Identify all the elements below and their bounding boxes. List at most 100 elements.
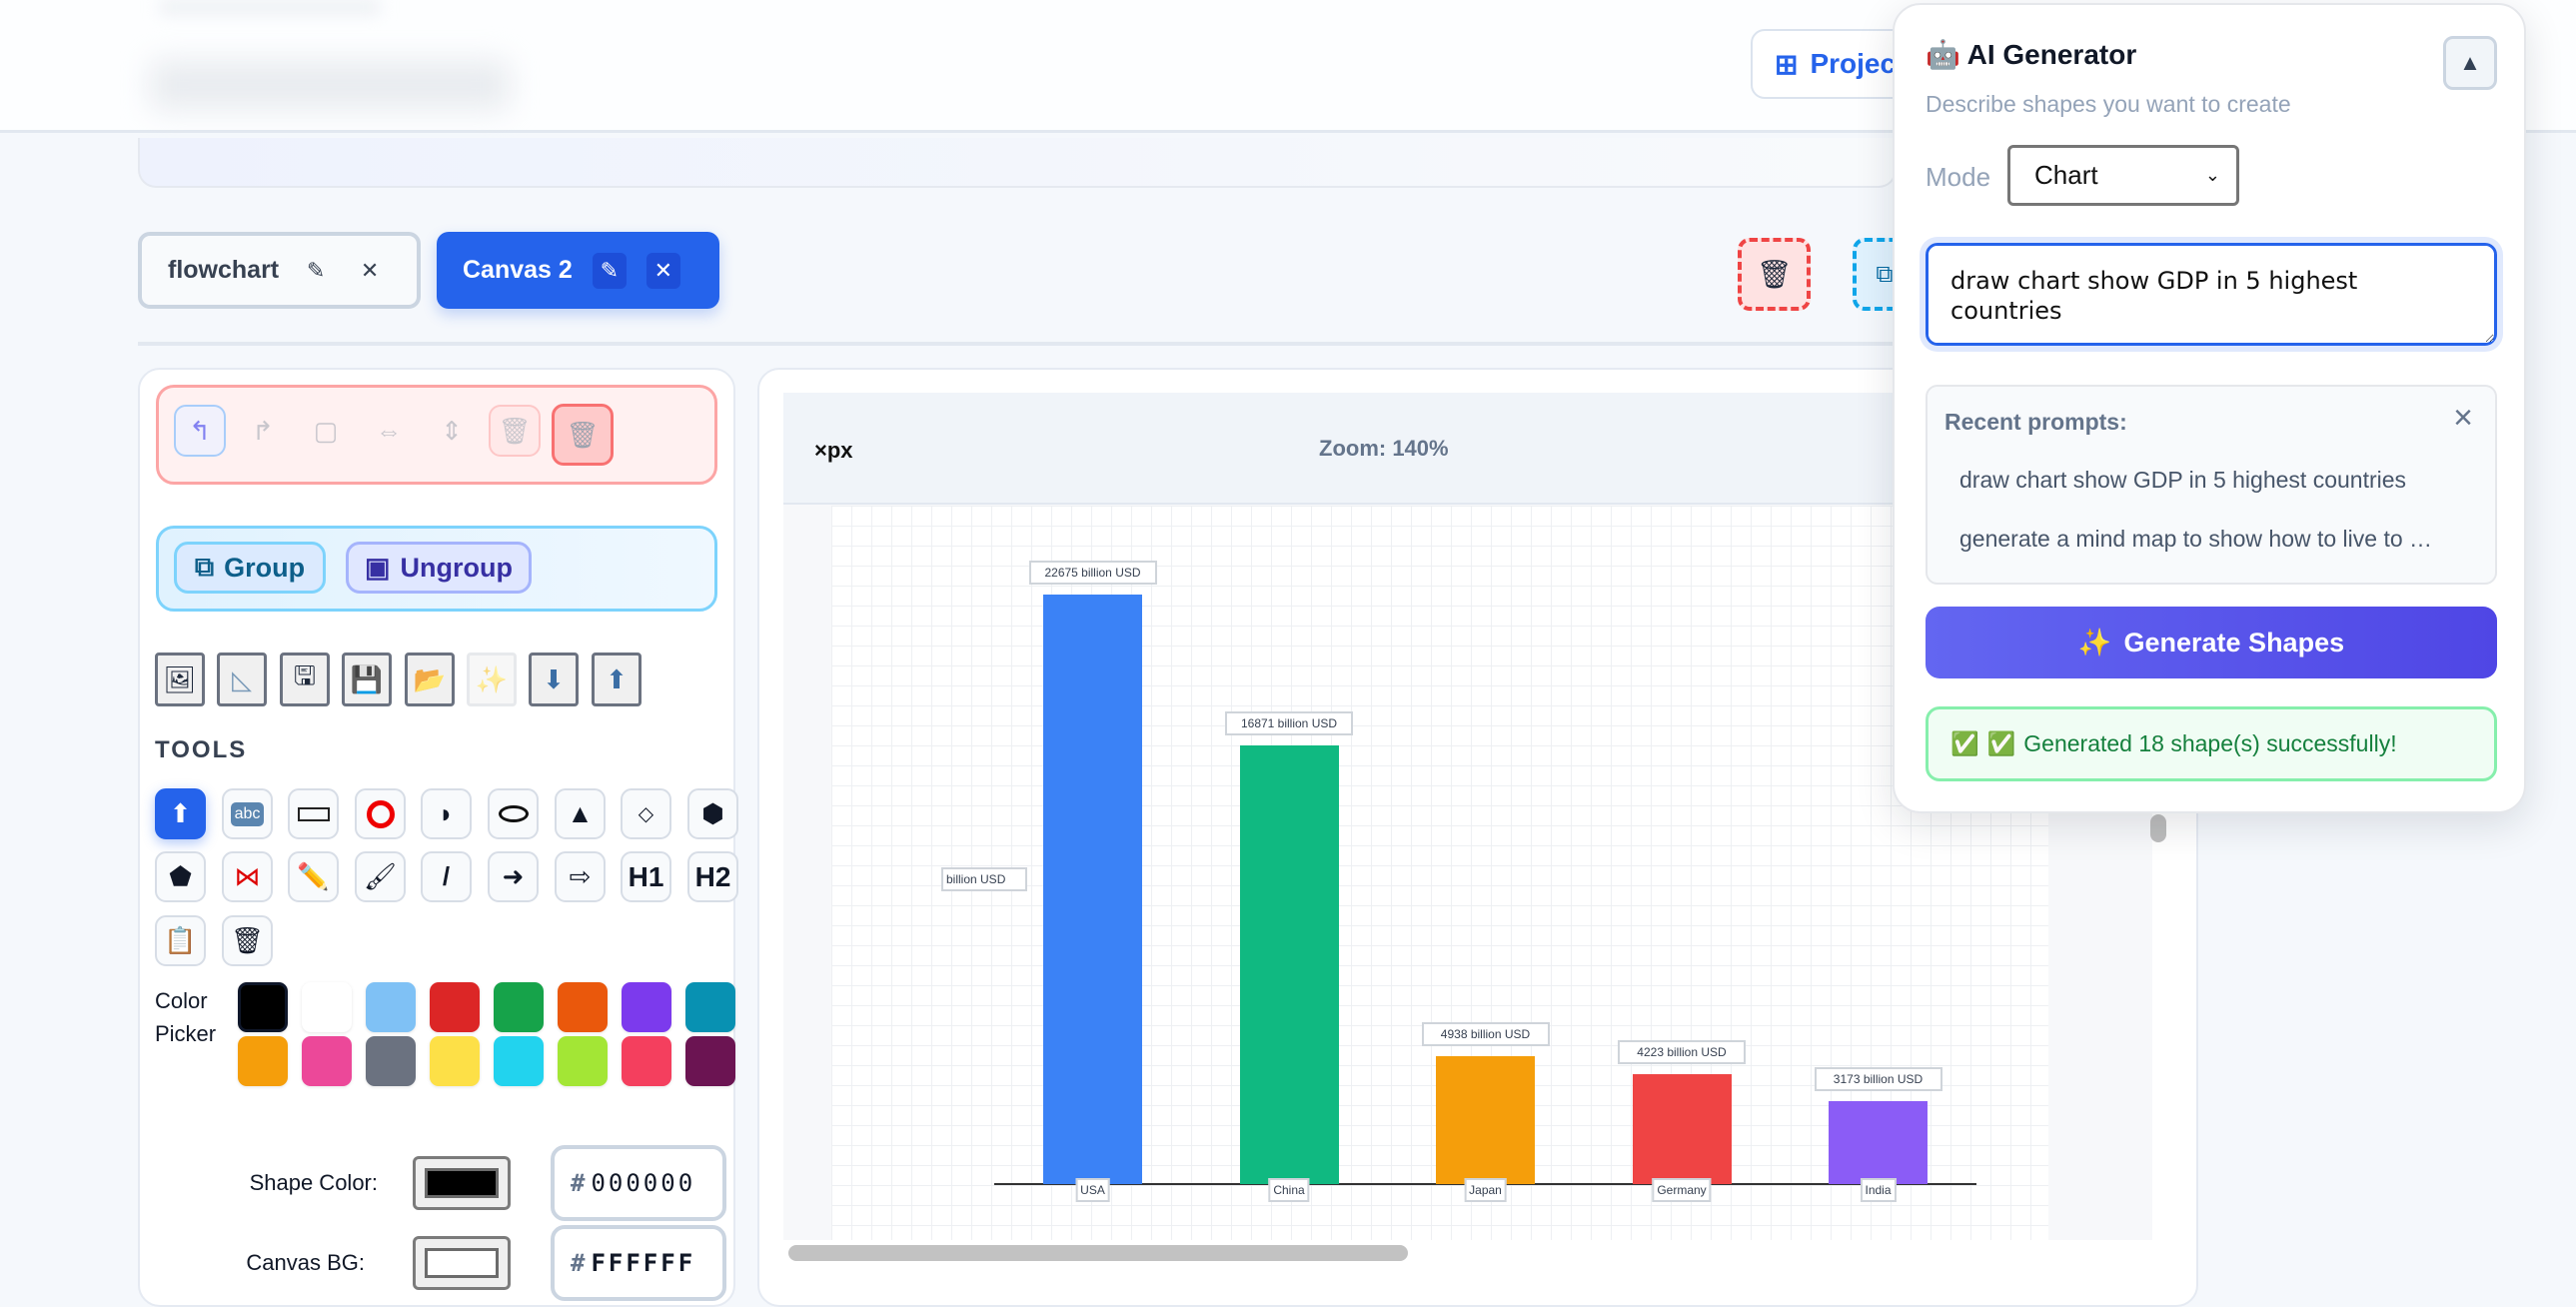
tool-hexagon[interactable]: ⬢	[687, 788, 738, 839]
color-swatch[interactable]	[302, 982, 352, 1032]
canvas-bg-swatch[interactable]	[413, 1236, 511, 1290]
canvas-bg-hex-input[interactable]: # FFFFFF	[551, 1225, 726, 1301]
tool-select[interactable]: ⬆	[155, 788, 206, 839]
color-swatch[interactable]	[238, 982, 288, 1032]
projects-button[interactable]: ⊞ Projects	[1751, 29, 1921, 99]
generate-shapes-button[interactable]: ✨ Generate Shapes	[1926, 607, 2497, 678]
tool-circle[interactable]	[355, 788, 406, 839]
undo-button[interactable]: ↰	[174, 405, 226, 457]
tool-delete[interactable]: 🗑	[222, 915, 273, 966]
ungroup-icon: ▣	[365, 552, 391, 583]
chevron-down-icon: ⌄	[2204, 165, 2220, 185]
category-label: Japan	[1464, 1178, 1507, 1202]
tool-h1[interactable]: H1	[621, 851, 671, 902]
tool-diamond[interactable]: ◇	[621, 788, 671, 839]
color-swatch[interactable]	[558, 1036, 608, 1086]
horizontal-scrollbar[interactable]	[788, 1245, 1408, 1261]
shape-color-swatch[interactable]	[413, 1156, 511, 1210]
hash-label: #	[571, 1249, 586, 1277]
tool-brush[interactable]: 🖌	[355, 851, 406, 902]
tool-connector[interactable]: ⋈	[222, 851, 273, 902]
recent-prompt-item[interactable]: generate a mind map to show how to live …	[1959, 526, 2433, 552]
tool-text[interactable]: abc	[222, 788, 273, 839]
bar[interactable]	[1239, 745, 1339, 1184]
group-button[interactable]: ⧉ Group	[174, 542, 326, 594]
ai-panel-subtitle: Describe shapes you want to create	[1926, 91, 2291, 117]
color-swatch[interactable]	[494, 1036, 544, 1086]
insert-image-button[interactable]: 🖼	[155, 653, 205, 706]
color-swatch[interactable]	[494, 982, 544, 1032]
floppy-disk-icon: 💾	[350, 663, 384, 694]
folder-icon: 📂	[413, 663, 447, 694]
ruler-button[interactable]: ◺	[217, 653, 267, 706]
color-swatch[interactable]	[302, 1036, 352, 1086]
group-label: Group	[224, 552, 306, 583]
sub-header-bar	[138, 138, 1897, 188]
prompt-input[interactable]	[1926, 243, 2497, 346]
save-outline-icon: 🖫	[293, 660, 317, 690]
color-swatch[interactable]	[430, 1036, 480, 1086]
collapse-button[interactable]: ▲	[2443, 36, 2497, 90]
color-swatch[interactable]	[622, 1036, 671, 1086]
copy-button[interactable]: ▢	[300, 405, 352, 457]
bar[interactable]	[1829, 1101, 1928, 1184]
save-as-button[interactable]: 🖫	[280, 653, 330, 706]
color-swatch[interactable]	[558, 982, 608, 1032]
upload-button[interactable]: ⬆	[592, 653, 642, 706]
tab-flowchart[interactable]: flowchart ✎ ✕	[138, 232, 421, 309]
tab-label: flowchart	[168, 256, 280, 284]
zoom-readout: Zoom: 140%	[1319, 436, 1449, 461]
trash-icon: 🗑	[498, 415, 532, 446]
close-icon[interactable]: ✕	[360, 257, 380, 283]
clear-all-button[interactable]: 🗑	[552, 404, 614, 466]
color-swatch[interactable]	[685, 982, 735, 1032]
tool-h2[interactable]: H2	[687, 851, 738, 902]
bar-value-label: 22675 billion USD	[1028, 561, 1157, 585]
tool-pentagon[interactable]: ⬟	[155, 851, 206, 902]
shape-color-hex-input[interactable]: #000000	[551, 1145, 726, 1221]
color-swatch[interactable]	[366, 1036, 416, 1086]
tab-canvas-2[interactable]: Canvas 2 ✎ ✕	[437, 232, 719, 309]
tool-half-circle[interactable]: ◗	[421, 788, 472, 839]
tool-triangle[interactable]: ▲	[555, 788, 606, 839]
rectangle-icon	[297, 806, 330, 821]
ai-magic-button[interactable]: ✨	[467, 653, 517, 706]
flip-horizontal-button[interactable]: ⇔	[363, 405, 415, 457]
edit-icon[interactable]: ✎	[306, 257, 326, 283]
bar[interactable]	[1436, 1055, 1535, 1184]
tool-paste[interactable]: 📋	[155, 915, 206, 966]
recent-prompt-item[interactable]: draw chart show GDP in 5 highest countri…	[1959, 467, 2407, 493]
color-swatch[interactable]	[238, 1036, 288, 1086]
mode-value: Chart	[2034, 160, 2098, 190]
close-icon[interactable]: ×	[2453, 399, 2473, 437]
redo-button[interactable]: ↱	[237, 405, 289, 457]
y-axis-label: billion USD	[941, 867, 1027, 891]
color-swatch[interactable]	[430, 982, 480, 1032]
check-icon: ✅	[1950, 730, 1979, 756]
close-icon[interactable]: ✕	[645, 252, 680, 289]
tool-ellipse[interactable]	[488, 788, 539, 839]
delete-selected-button[interactable]: 🗑	[489, 405, 541, 457]
download-button[interactable]: ⬇	[529, 653, 579, 706]
bar[interactable]	[1632, 1074, 1732, 1184]
tool-pencil[interactable]: ✏️	[288, 851, 339, 902]
bar[interactable]	[1043, 595, 1142, 1184]
vertical-scrollbar[interactable]	[2150, 814, 2166, 842]
clipboard-icon: 📋	[164, 925, 197, 955]
color-swatch[interactable]	[685, 1036, 735, 1086]
tool-rectangle[interactable]	[288, 788, 339, 839]
color-swatch[interactable]	[622, 982, 671, 1032]
flip-vertical-button[interactable]: ⇕	[426, 405, 478, 457]
open-button[interactable]: 📂	[405, 653, 455, 706]
mode-select[interactable]: Chart ⌄	[2007, 145, 2239, 206]
tool-line[interactable]: /	[421, 851, 472, 902]
save-button[interactable]: 💾	[342, 653, 392, 706]
ungroup-button[interactable]: ▣ Ungroup	[346, 542, 532, 594]
tool-arrow[interactable]: ➜	[488, 851, 539, 902]
edit-icon[interactable]: ✎	[592, 252, 627, 289]
delete-drop-zone[interactable]: 🗑	[1738, 238, 1811, 311]
tool-block-arrow[interactable]: ⇨	[555, 851, 606, 902]
color-swatch[interactable]	[366, 982, 416, 1032]
success-text: Generated 18 shape(s) successfully!	[2023, 730, 2397, 756]
image-icon: 🖼	[163, 663, 197, 694]
